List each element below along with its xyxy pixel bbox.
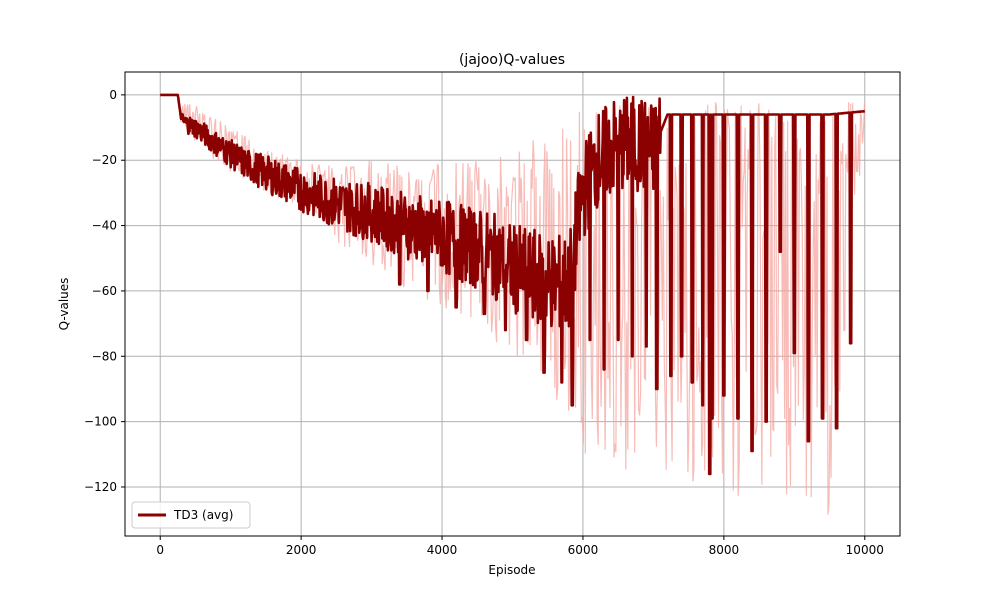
chart-title: (jajoo)Q-values [459,52,565,68]
series-avg-line [159,93,866,476]
x-axis-ticks: 0 2000 4000 6000 8000 10000 [156,536,884,557]
legend-label-avg: TD3 (avg) [173,508,233,522]
x-tick-label: 8000 [709,543,740,557]
x-tick-label: 2000 [286,543,317,557]
x-tick-label: 10000 [846,543,884,557]
legend-box [131,501,251,529]
x-tick-label: 4000 [427,543,458,557]
y-axis-label: Q-values [57,278,71,331]
x-tick-label: 6000 [568,543,599,557]
y-tick-label: −20 [92,153,117,167]
y-tick-label: 0 [109,88,117,102]
y-tick-label: −80 [92,349,117,363]
y-tick-label: −100 [84,415,117,429]
y-axis-ticks: 0 −20 −40 −60 −80 −100 −120 [84,88,125,494]
y-tick-label: −120 [84,480,117,494]
x-axis-label: Episode [488,563,535,577]
legend: TD3 (avg) [131,501,251,529]
y-tick-label: −60 [92,284,117,298]
y-tick-label: −40 [92,219,117,233]
plot-frame [124,71,901,537]
x-tick-label: 0 [156,543,164,557]
avg-series-layer [159,93,866,476]
